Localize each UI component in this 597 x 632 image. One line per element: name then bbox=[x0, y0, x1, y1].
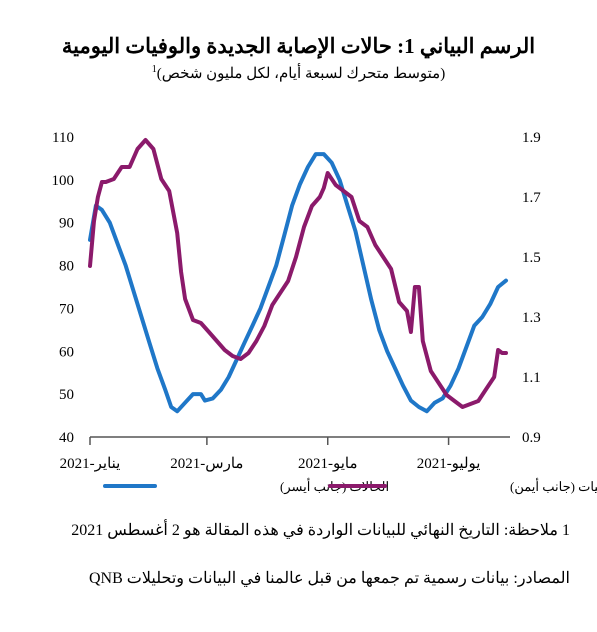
footnote: 1 ملاحظة: التاريخ النهائي للبيانات الوار… bbox=[71, 522, 570, 539]
chart-title: الرسم البياني 1: حالات الإصابة الجديدة و… bbox=[61, 34, 536, 58]
x-tick-label: مايو-2021 bbox=[298, 456, 358, 472]
x-tick-label: مارس-2021 bbox=[170, 456, 243, 472]
right-tick-label: 1.3 bbox=[522, 310, 541, 326]
right-tick-label: 1.1 bbox=[522, 370, 541, 386]
source-note: المصادر: بيانات رسمية تم جمعها من قبل عا… bbox=[88, 570, 570, 587]
x-tick-label: يوليو-2021 bbox=[417, 456, 481, 472]
left-tick-label: 110 bbox=[52, 130, 74, 146]
left-tick-label: 70 bbox=[59, 301, 74, 317]
left-tick-label: 40 bbox=[59, 430, 74, 446]
left-tick-label: 60 bbox=[59, 344, 74, 360]
right-tick-label: 1.7 bbox=[522, 190, 541, 206]
right-tick-label: 1.9 bbox=[522, 130, 541, 146]
deaths-line bbox=[88, 138, 508, 409]
legend-deaths-label: الوفيات (جانب أيمن) bbox=[510, 478, 597, 495]
series-group bbox=[88, 138, 508, 414]
chart-subtitle-text: (متوسط متحرك لسبعة أيام، لكل مليون شخص) bbox=[156, 66, 446, 82]
left-tick-label: 50 bbox=[59, 387, 74, 403]
x-axis-ticks: يناير-2021 مارس-2021 مايو-2021 يوليو-2021 bbox=[60, 437, 481, 472]
chart-subtitle: (متوسط متحرك لسبعة أيام، لكل مليون شخص)1 bbox=[0, 64, 597, 83]
left-tick-label: 90 bbox=[59, 216, 74, 232]
right-axis-ticks: 0.9 1.1 1.3 1.5 1.7 1.9 bbox=[522, 130, 541, 446]
left-tick-label: 80 bbox=[59, 259, 74, 275]
legend: الحالات (جانب أيسر)الوفيات (جانب أيمن) bbox=[103, 478, 597, 495]
cases-line bbox=[88, 152, 508, 414]
right-tick-label: 0.9 bbox=[522, 430, 541, 446]
x-tick-label: يناير-2021 bbox=[60, 456, 121, 472]
footnote-marker: 1 bbox=[151, 64, 157, 75]
left-axis-ticks: 40 50 60 70 80 90 100 110 bbox=[52, 130, 75, 446]
right-tick-label: 1.5 bbox=[522, 250, 541, 266]
left-tick-label: 100 bbox=[52, 173, 75, 189]
